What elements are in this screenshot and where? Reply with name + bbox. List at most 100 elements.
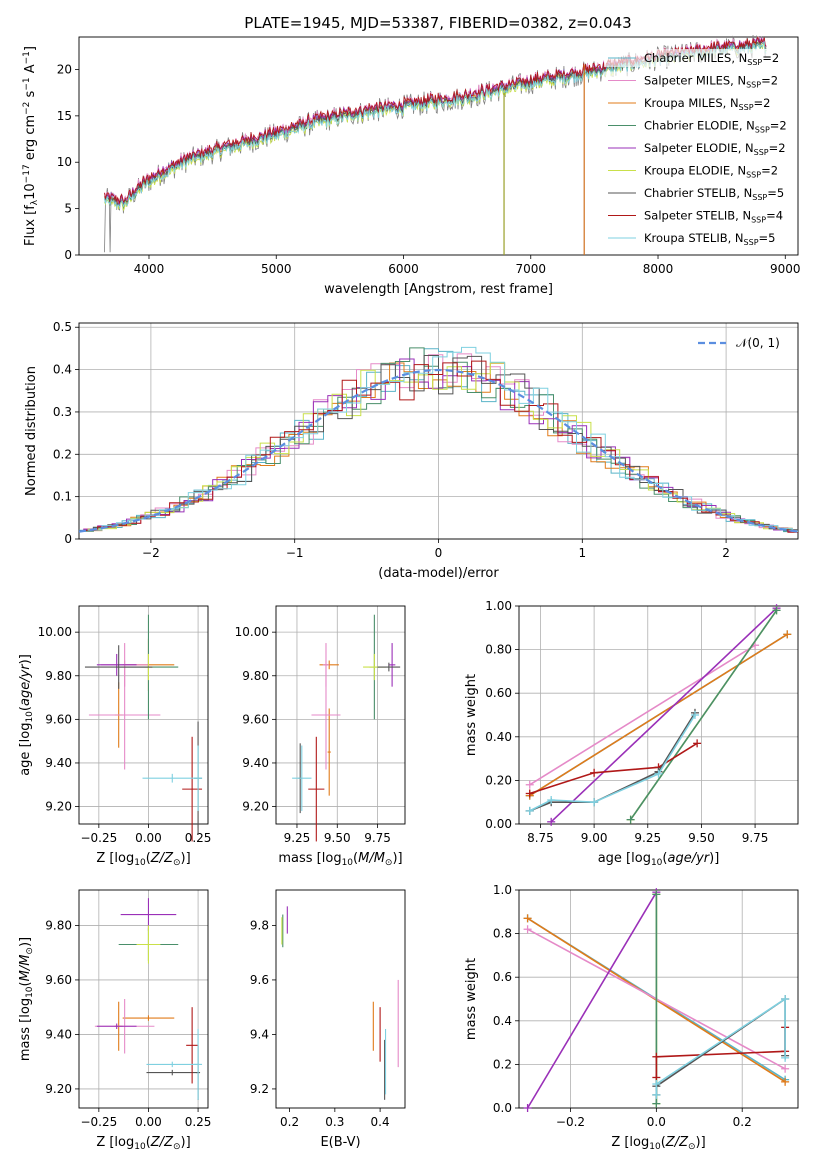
x-axis-label-part: )]: [392, 851, 402, 866]
y-tick-label: 0.00: [485, 817, 512, 831]
x-axis-label-part: (: [661, 1135, 666, 1150]
x-axis-label: mass [log10(M/M⊙)]: [278, 851, 402, 868]
y-tick-label: 15: [57, 109, 72, 123]
y-axis-label: mass [log10(M/M⊙)]: [18, 937, 35, 1061]
y-axis-label-part: −1: [22, 77, 32, 90]
legend-label-tail: =4: [766, 209, 783, 223]
x-axis-label-part: ⊙: [173, 1142, 181, 1152]
legend-label-tail: =5: [759, 231, 776, 245]
legend-label-sub: SSP: [746, 171, 761, 180]
y-tick-label: 20: [57, 62, 72, 76]
x-tick-label: 9.25: [284, 831, 311, 845]
legend-label-sub: SSP: [752, 193, 767, 202]
axes-frame: [78, 322, 799, 540]
x-axis-label-part: )]: [709, 851, 719, 866]
legend-entry-background: [604, 184, 794, 202]
y-axis-label-part: ]: [23, 46, 38, 51]
x-tick-label: 0.0: [647, 1115, 666, 1129]
axes-frame: [275, 605, 406, 825]
x-axis-label-part: 10: [134, 1142, 146, 1152]
x-axis-label-part: )]: [696, 1135, 706, 1150]
x-axis-label-part: (data-model)/error: [378, 566, 499, 581]
x-axis-label-part: wavelength [Angstrom, rest frame]: [324, 282, 553, 297]
legend-entry-background: [604, 161, 794, 180]
y-tick-label: 10: [57, 155, 72, 169]
y-tick-label: 9.80: [45, 669, 72, 683]
x-tick-label: 8.75: [527, 831, 554, 845]
y-tick-label: 0.20: [485, 773, 512, 787]
legend-label: Salpeter ELODIE, NSSP=2: [644, 141, 786, 157]
legend-label-sub: SSP: [739, 103, 754, 112]
legend-label-main: Kroupa STELIB, N: [644, 231, 744, 245]
x-tick-label: 9.75: [742, 831, 769, 845]
panel-residuals: −2 −1 0 1 2 0 0.1 0.2 0.3 0.4 0.5 𝒩(0, 1) (data-mode…: [24, 320, 799, 581]
x-axis-label: Z [log10(Z/Z⊙)]: [611, 1135, 705, 1152]
y-tick-label: 0.5: [53, 320, 72, 334]
x-axis-label-part: ⊙: [688, 1142, 696, 1152]
y-tick-label: 9.40: [242, 756, 269, 770]
x-axis-label: Z [log10(Z/Z⊙)]: [96, 851, 190, 868]
x-tick-label: 6000: [388, 262, 419, 276]
x-tick-label: −0.25: [80, 831, 117, 845]
y-tick-label: 10.00: [235, 625, 269, 639]
y-axis-label-part: 10: [25, 986, 35, 998]
y-axis-label-part: )]: [18, 937, 33, 947]
x-axis-label-part: )]: [181, 1135, 191, 1150]
x-axis-label-part: Z [log: [611, 1135, 649, 1150]
panel-age-vs-Z: −0.25 0.00 0.25 9.20 9.40 9.60 9.80 10.00 Z [log…: [18, 605, 211, 868]
legend-label-tail: =5: [767, 186, 784, 200]
mass-weight-line: [629, 609, 778, 821]
y-tick-label: 9.6: [250, 973, 269, 987]
x-axis-label: wavelength [Angstrom, rest frame]: [324, 282, 553, 297]
y-axis-label-part: 10: [25, 711, 35, 723]
x-tick-label: −2: [142, 546, 160, 560]
legend-label-main: Salpeter MILES, N: [644, 74, 746, 88]
x-tick-label: 0.25: [185, 1115, 212, 1129]
x-axis-label-part: E(B-V): [320, 1135, 360, 1150]
x-axis-label-part: Z/Z: [150, 851, 174, 866]
y-axis-label-part: A: [23, 64, 38, 77]
y-tick-label: 0.0: [493, 1101, 512, 1115]
legend-entry-background: [604, 206, 794, 225]
y-axis-label-part: mass [log: [18, 998, 33, 1061]
mass-weight-line: [526, 891, 658, 1109]
y-tick-label: 9.8: [250, 918, 269, 932]
x-axis-label-part: (: [146, 851, 151, 866]
y-tick-label: 9.60: [45, 973, 72, 987]
x-axis-label-part: (: [662, 851, 667, 866]
x-axis-label-part: (: [146, 1135, 151, 1150]
x-tick-label: −0.25: [80, 1115, 117, 1129]
legend-label-tail: =2: [761, 74, 778, 88]
y-tick-label: 0.2: [53, 447, 72, 461]
x-axis-label: (data-model)/error: [378, 566, 499, 581]
x-tick-label: 0.4: [371, 1115, 390, 1129]
y-tick-label: 0.40: [485, 730, 512, 744]
panel-mass-vs-ebv: 0.2 0.3 0.4 9.2 9.4 9.6 9.8 E(B-V): [250, 889, 406, 1150]
legend-label: Kroupa STELIB, NSSP=5: [644, 231, 775, 247]
x-axis-label-part: )]: [181, 851, 191, 866]
x-tick-label: 4000: [134, 262, 165, 276]
legend-label: Salpeter STELIB, NSSP=4: [644, 209, 783, 225]
mass-weight-line: [550, 607, 778, 823]
legend-label-main: Kroupa ELODIE, N: [644, 164, 746, 178]
residual-histogram-line: [87, 362, 798, 532]
y-tick-label: 10.00: [38, 625, 72, 639]
legend-entry-background: [604, 71, 794, 90]
x-axis-label-part: M/M: [358, 851, 385, 866]
legend-label: Kroupa MILES, NSSP=2: [644, 96, 770, 112]
legend-label-main: Chabrier MILES, N: [644, 51, 747, 65]
y-axis-label-part: Normed distribution: [24, 366, 39, 496]
legend-entry-background: [604, 229, 794, 247]
y-axis-label-part: (: [18, 706, 33, 711]
x-tick-label: 9.75: [364, 831, 391, 845]
x-axis-label-part: ⊙: [385, 858, 393, 868]
y-tick-label: 0.3: [53, 405, 72, 419]
y-axis-label-part: Flux [f: [23, 205, 38, 246]
y-tick-label: 5: [64, 202, 72, 216]
x-axis-label-part: Z/Z: [150, 1135, 174, 1150]
y-axis-label-part: −2: [22, 102, 32, 115]
y-tick-label: 0.60: [485, 686, 512, 700]
y-tick-label: 9.40: [45, 756, 72, 770]
legend-label: Salpeter MILES, NSSP=2: [644, 74, 778, 90]
